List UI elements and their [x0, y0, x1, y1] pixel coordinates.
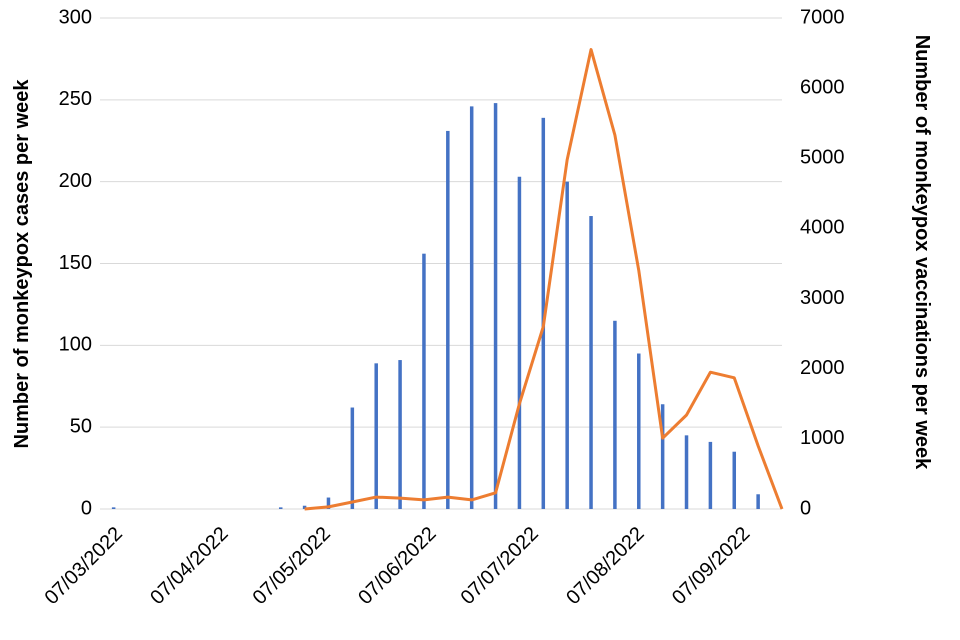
y2-tick-label: 5000	[800, 147, 845, 169]
bar	[326, 497, 331, 509]
line	[304, 48, 784, 511]
bar	[589, 216, 593, 509]
x-tick-label: 07/05/2022	[249, 523, 335, 609]
y-tick-label: 150	[59, 252, 92, 274]
bar	[684, 435, 689, 509]
y2-tick-label: 4000	[800, 217, 845, 239]
bar	[278, 507, 283, 509]
y-tick-label: 250	[59, 88, 92, 110]
bar	[660, 404, 665, 509]
bar	[302, 505, 307, 509]
y2-tick-label: 0	[800, 497, 811, 519]
bar	[398, 360, 402, 509]
y-axis-title: Number of monkeypox cases per week	[11, 79, 33, 449]
bar	[517, 176, 522, 510]
y-tick-label: 300	[59, 6, 92, 28]
bar	[469, 106, 474, 509]
y-tick-label: 200	[59, 170, 92, 192]
x-tick-label: 07/04/2022	[146, 523, 232, 609]
bar	[708, 441, 713, 509]
y-tick-label: 100	[59, 334, 92, 356]
bar	[613, 320, 617, 509]
y-tick-label: 0	[81, 497, 92, 519]
bar	[493, 103, 498, 510]
bar	[541, 117, 546, 509]
x-tick-label: 07/06/2022	[354, 523, 440, 609]
y2-tick-label: 1000	[800, 427, 845, 449]
bar	[756, 494, 760, 509]
bar	[732, 451, 737, 509]
x-tick-label: 07/09/2022	[668, 523, 754, 609]
bar	[350, 407, 355, 509]
x-tick-label: 07/07/2022	[457, 523, 543, 609]
y2-axis-title: Number of monkeypox vaccinations per wee…	[911, 34, 933, 470]
y-tick-label: 50	[70, 415, 92, 437]
y2-tick-label: 6000	[800, 76, 845, 98]
x-tick-label: 07/03/2022	[41, 523, 127, 609]
x-tick-label: 07/08/2022	[562, 523, 648, 609]
bar	[111, 507, 116, 509]
bar	[374, 363, 378, 509]
y2-tick-label: 7000	[800, 6, 845, 28]
bar	[565, 181, 569, 509]
y2-tick-label: 3000	[800, 287, 845, 309]
bar	[637, 353, 641, 509]
y2-tick-label: 2000	[800, 357, 845, 379]
bar	[422, 253, 426, 509]
bar	[446, 130, 450, 509]
